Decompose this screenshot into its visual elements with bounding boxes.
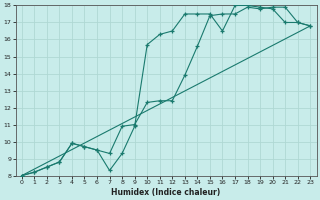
X-axis label: Humidex (Indice chaleur): Humidex (Indice chaleur): [111, 188, 221, 197]
